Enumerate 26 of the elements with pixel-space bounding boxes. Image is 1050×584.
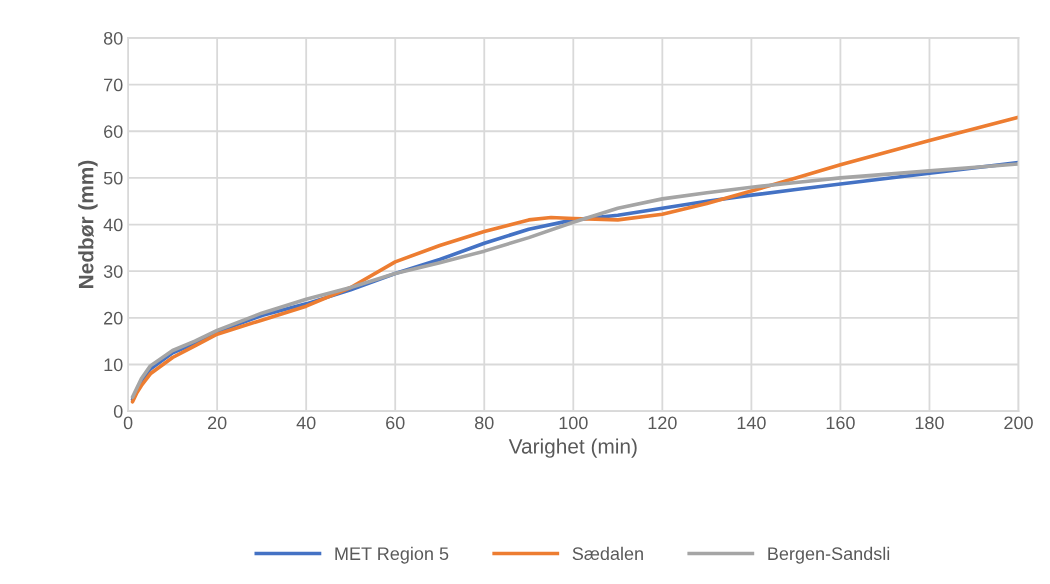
x-tick-label: 140: [737, 416, 766, 430]
legend-label: MET Region 5: [335, 546, 449, 564]
y-tick-label: 50: [103, 171, 123, 185]
x-axis-title: Varighet (min): [508, 438, 637, 458]
x-tick-label: 180: [915, 416, 944, 430]
x-tick-label: 0: [123, 416, 133, 430]
legend-label: Bergen-Sandsli: [768, 546, 890, 564]
x-tick-label: 200: [1004, 416, 1033, 430]
x-tick-label: 20: [208, 416, 227, 430]
y-axis-title: Nedbør (mm): [78, 160, 98, 288]
y-tick-label: 60: [104, 125, 123, 138]
y-tick-label: 20: [104, 311, 123, 325]
y-tick-label: 40: [103, 218, 123, 232]
y-tick-label: 10: [104, 358, 123, 372]
line-series: [130, 115, 1019, 404]
x-tick-label: 160: [826, 416, 855, 430]
x-tick-label: 40: [296, 416, 316, 430]
y-tick-label: 70: [104, 78, 123, 92]
x-tick-label: 60: [386, 416, 405, 430]
y-tick-label: 0: [113, 405, 123, 418]
y-tick-label: 30: [103, 265, 123, 278]
x-tick-label: 80: [475, 416, 494, 430]
x-tick-label: 100: [559, 416, 588, 430]
x-tick-label: 120: [648, 416, 677, 430]
legend-label: Sædalen: [572, 546, 643, 561]
y-tick-label: 80: [103, 31, 123, 45]
